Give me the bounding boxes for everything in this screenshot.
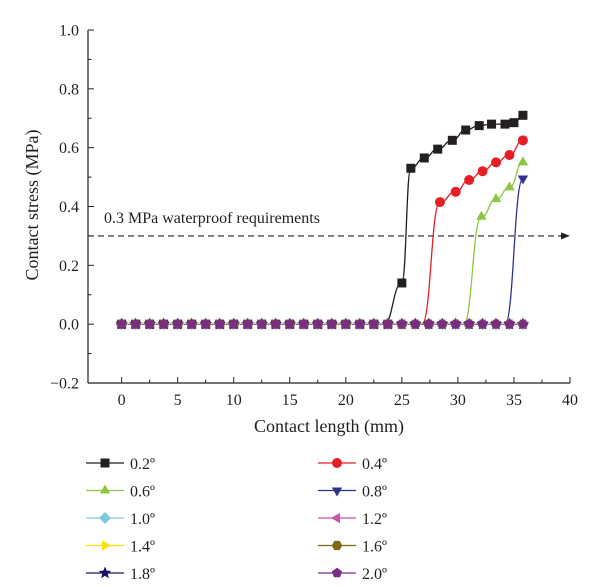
legend-label: 1.4º <box>130 539 155 556</box>
baseline-point <box>144 318 155 329</box>
y-tick-label: 0.8 <box>59 81 79 98</box>
baseline-point <box>228 318 239 329</box>
data-point <box>447 135 457 145</box>
baseline-point <box>172 318 183 329</box>
legend-label: 0.4º <box>362 456 387 473</box>
baseline-point <box>242 318 253 329</box>
x-tick-label: 5 <box>174 392 182 409</box>
data-point <box>477 166 488 177</box>
legend-marker <box>331 512 340 524</box>
legend-marker <box>98 566 112 579</box>
baseline-point <box>354 318 365 329</box>
baseline-point <box>298 318 309 329</box>
legend-label: 2.0º <box>362 566 387 583</box>
data-point <box>474 121 484 131</box>
data-point <box>491 157 502 168</box>
data-point <box>504 150 515 161</box>
series-line <box>421 139 524 325</box>
baseline-point <box>116 318 127 329</box>
data-point <box>464 175 475 186</box>
data-point <box>517 175 529 185</box>
x-tick-label: 40 <box>562 392 578 409</box>
baseline-point <box>477 318 488 329</box>
legend-label: 1.6º <box>362 539 387 556</box>
baseline-point <box>517 318 528 329</box>
baseline-point <box>437 318 448 329</box>
legend-marker <box>332 458 342 468</box>
data-point <box>487 119 497 129</box>
x-tick-label: 15 <box>282 392 298 409</box>
baseline-point <box>214 318 225 329</box>
baseline-point <box>326 318 337 329</box>
y-tick-label: 0.2 <box>59 258 79 275</box>
legend-label: 0.2º <box>130 456 155 473</box>
series-line <box>383 114 524 325</box>
legend-marker <box>102 540 111 551</box>
y-tick-label: 1.0 <box>59 23 79 40</box>
x-tick-label: 20 <box>338 392 354 409</box>
data-point <box>419 153 429 163</box>
data-point <box>476 210 487 220</box>
legend-marker <box>99 484 111 494</box>
baseline-point <box>410 318 421 329</box>
reference-line-arrow <box>561 232 570 240</box>
y-tick-label: 0.0 <box>59 317 79 334</box>
baseline-point <box>158 318 169 329</box>
baseline-point <box>340 318 351 329</box>
baseline-point <box>382 318 393 329</box>
baseline-point <box>450 318 461 329</box>
series-line <box>504 177 524 325</box>
y-tick-label: 0.4 <box>59 199 79 216</box>
baseline-point <box>284 318 295 329</box>
baseline-point <box>368 318 379 329</box>
data-point <box>461 125 471 135</box>
x-tick-label: 10 <box>226 392 242 409</box>
x-tick-label: 0 <box>118 392 126 409</box>
data-point <box>517 135 528 146</box>
legend-marker <box>331 567 343 578</box>
data-point <box>406 163 416 173</box>
data-point <box>433 144 443 154</box>
baseline-point <box>490 318 502 329</box>
legend-label: 1.0º <box>130 511 155 528</box>
legend-marker <box>331 540 343 551</box>
baseline-point <box>312 318 323 329</box>
x-axis-label: Contact length (mm) <box>254 416 404 437</box>
y-tick-label: 0.6 <box>59 140 79 157</box>
y-tick-label: −0.2 <box>50 376 79 393</box>
x-tick-label: 35 <box>506 392 522 409</box>
legend-label: 0.8º <box>362 484 387 501</box>
data-point <box>434 197 445 208</box>
baseline-point <box>464 318 475 329</box>
legend-marker <box>331 487 343 497</box>
data-point <box>504 181 515 191</box>
baseline-point <box>396 318 407 329</box>
baseline-point <box>504 318 515 329</box>
baseline-point <box>186 318 197 329</box>
x-tick-label: 30 <box>450 392 466 409</box>
reference-line-label: 0.3 MPa waterproof requirements <box>104 210 320 227</box>
y-axis-label: Contact stress (MPa) <box>22 130 43 281</box>
legend-marker <box>99 512 111 524</box>
data-point <box>518 110 528 120</box>
baseline-point <box>200 318 211 329</box>
legend: 0.2º 0.4º 0.6º 0.8º 1.0º 1.2º 1.4º 1.6º 1.8º 2.0º <box>86 456 387 583</box>
legend-marker <box>100 458 110 468</box>
data-point <box>397 278 407 288</box>
baseline-point <box>256 318 267 329</box>
x-tick-label: 25 <box>394 392 410 409</box>
baseline-point <box>130 318 141 329</box>
data-point <box>450 186 461 197</box>
legend-label: 1.2º <box>362 511 387 528</box>
baseline-point <box>423 318 434 329</box>
legend-label: 0.6º <box>130 484 155 501</box>
data-point <box>490 193 502 203</box>
data-point <box>500 119 510 129</box>
data-point <box>509 118 519 128</box>
legend-label: 1.8º <box>130 566 155 583</box>
data-point <box>517 156 529 166</box>
baseline-point <box>270 318 281 329</box>
plot-area: −0.2 0.0 0.2 0.4 0.6 0.8 1.0 0 5 10 15 20 25 30 35 40 <box>50 23 578 410</box>
